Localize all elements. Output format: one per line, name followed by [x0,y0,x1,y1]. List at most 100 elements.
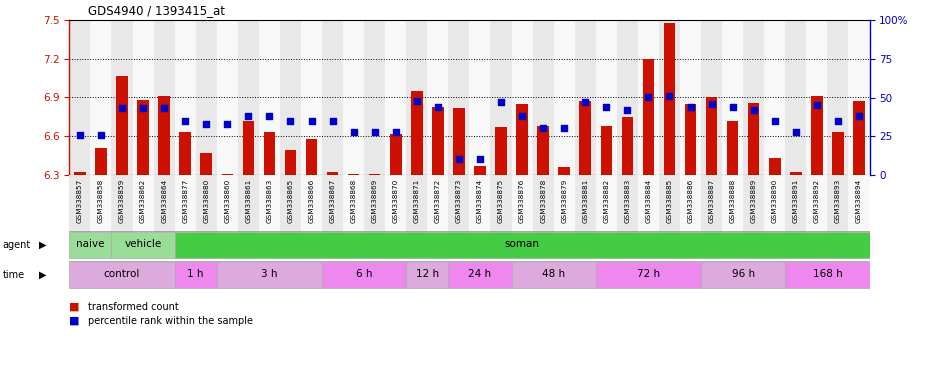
Text: GSM338888: GSM338888 [730,179,735,223]
Point [768,118,783,124]
Text: GSM338885: GSM338885 [667,179,672,223]
Text: GSM338877: GSM338877 [182,179,188,223]
Text: GSM338858: GSM338858 [98,179,104,223]
Bar [785,262,869,288]
Bar [238,175,259,257]
Bar [406,20,427,175]
Text: GSM338878: GSM338878 [540,179,546,223]
Bar [516,104,528,175]
Bar [238,20,259,175]
Bar [706,98,718,175]
Text: ▶: ▶ [39,240,46,250]
Bar [807,175,827,257]
Point [662,93,677,99]
Bar [112,175,132,257]
Text: GSM338859: GSM338859 [119,179,125,223]
Bar [701,20,722,175]
Text: GSM338893: GSM338893 [835,179,841,223]
Point [831,118,845,124]
Bar [322,262,406,288]
Text: GSM338872: GSM338872 [435,179,441,223]
Bar [811,96,822,175]
Bar [596,20,617,175]
Text: transformed count: transformed count [88,302,179,312]
Bar [533,175,554,257]
Bar [117,76,128,175]
Bar [69,20,91,175]
Bar [427,175,449,257]
Point [136,105,151,111]
Text: 48 h: 48 h [542,270,565,280]
Bar [785,20,807,175]
Text: GSM338871: GSM338871 [413,179,420,223]
Text: 24 h: 24 h [468,270,491,280]
Bar [69,232,112,258]
Point [156,105,171,111]
Bar [175,20,196,175]
Text: GSM338869: GSM338869 [372,179,377,223]
Text: GSM338860: GSM338860 [224,179,230,223]
Bar [69,262,175,288]
Point [367,129,382,135]
Text: vehicle: vehicle [125,240,162,250]
Text: GSM338887: GSM338887 [709,179,715,223]
Text: 12 h: 12 h [415,270,438,280]
Text: GSM338864: GSM338864 [161,179,167,223]
Bar [701,175,722,257]
Point [684,104,698,110]
Point [93,132,108,138]
Bar [743,175,764,257]
Point [346,129,361,135]
Bar [617,175,638,257]
Bar [449,175,469,257]
Text: GSM338874: GSM338874 [477,179,483,223]
Bar [112,20,132,175]
Text: GSM338886: GSM338886 [687,179,694,223]
Point [199,121,214,127]
Bar [175,175,196,257]
Bar [827,20,848,175]
Bar [790,172,802,175]
Text: 1 h: 1 h [188,270,204,280]
Bar [196,20,216,175]
Bar [132,20,154,175]
Bar [512,262,596,288]
Bar [490,20,512,175]
Bar [722,175,743,257]
Text: time: time [3,270,25,280]
Bar [574,20,596,175]
Bar [490,175,512,257]
Bar [196,175,216,257]
Bar [385,20,406,175]
Bar [638,20,659,175]
Bar [807,20,827,175]
Bar [221,174,233,175]
Bar [201,153,212,175]
Text: 96 h: 96 h [732,270,755,280]
Bar [537,126,549,175]
Text: GSM338870: GSM338870 [393,179,399,223]
Bar [91,20,112,175]
Bar [306,139,317,175]
Text: GSM338880: GSM338880 [204,179,209,223]
Text: GSM338873: GSM338873 [456,179,462,223]
Bar [343,175,364,257]
Point [451,156,466,162]
Bar [663,23,675,175]
Bar [343,20,364,175]
Bar [743,20,764,175]
Point [326,118,340,124]
Bar [659,20,680,175]
Bar [322,20,343,175]
Bar [69,175,91,257]
Bar [364,175,385,257]
Text: ▶: ▶ [39,270,46,280]
Text: GSM338857: GSM338857 [77,179,83,223]
Text: GSM338883: GSM338883 [624,179,630,223]
Bar [495,127,507,175]
Text: GSM338891: GSM338891 [793,179,799,223]
Text: GSM338876: GSM338876 [519,179,525,223]
Point [746,107,761,113]
Bar [348,174,360,175]
Text: GSM338868: GSM338868 [351,179,357,223]
